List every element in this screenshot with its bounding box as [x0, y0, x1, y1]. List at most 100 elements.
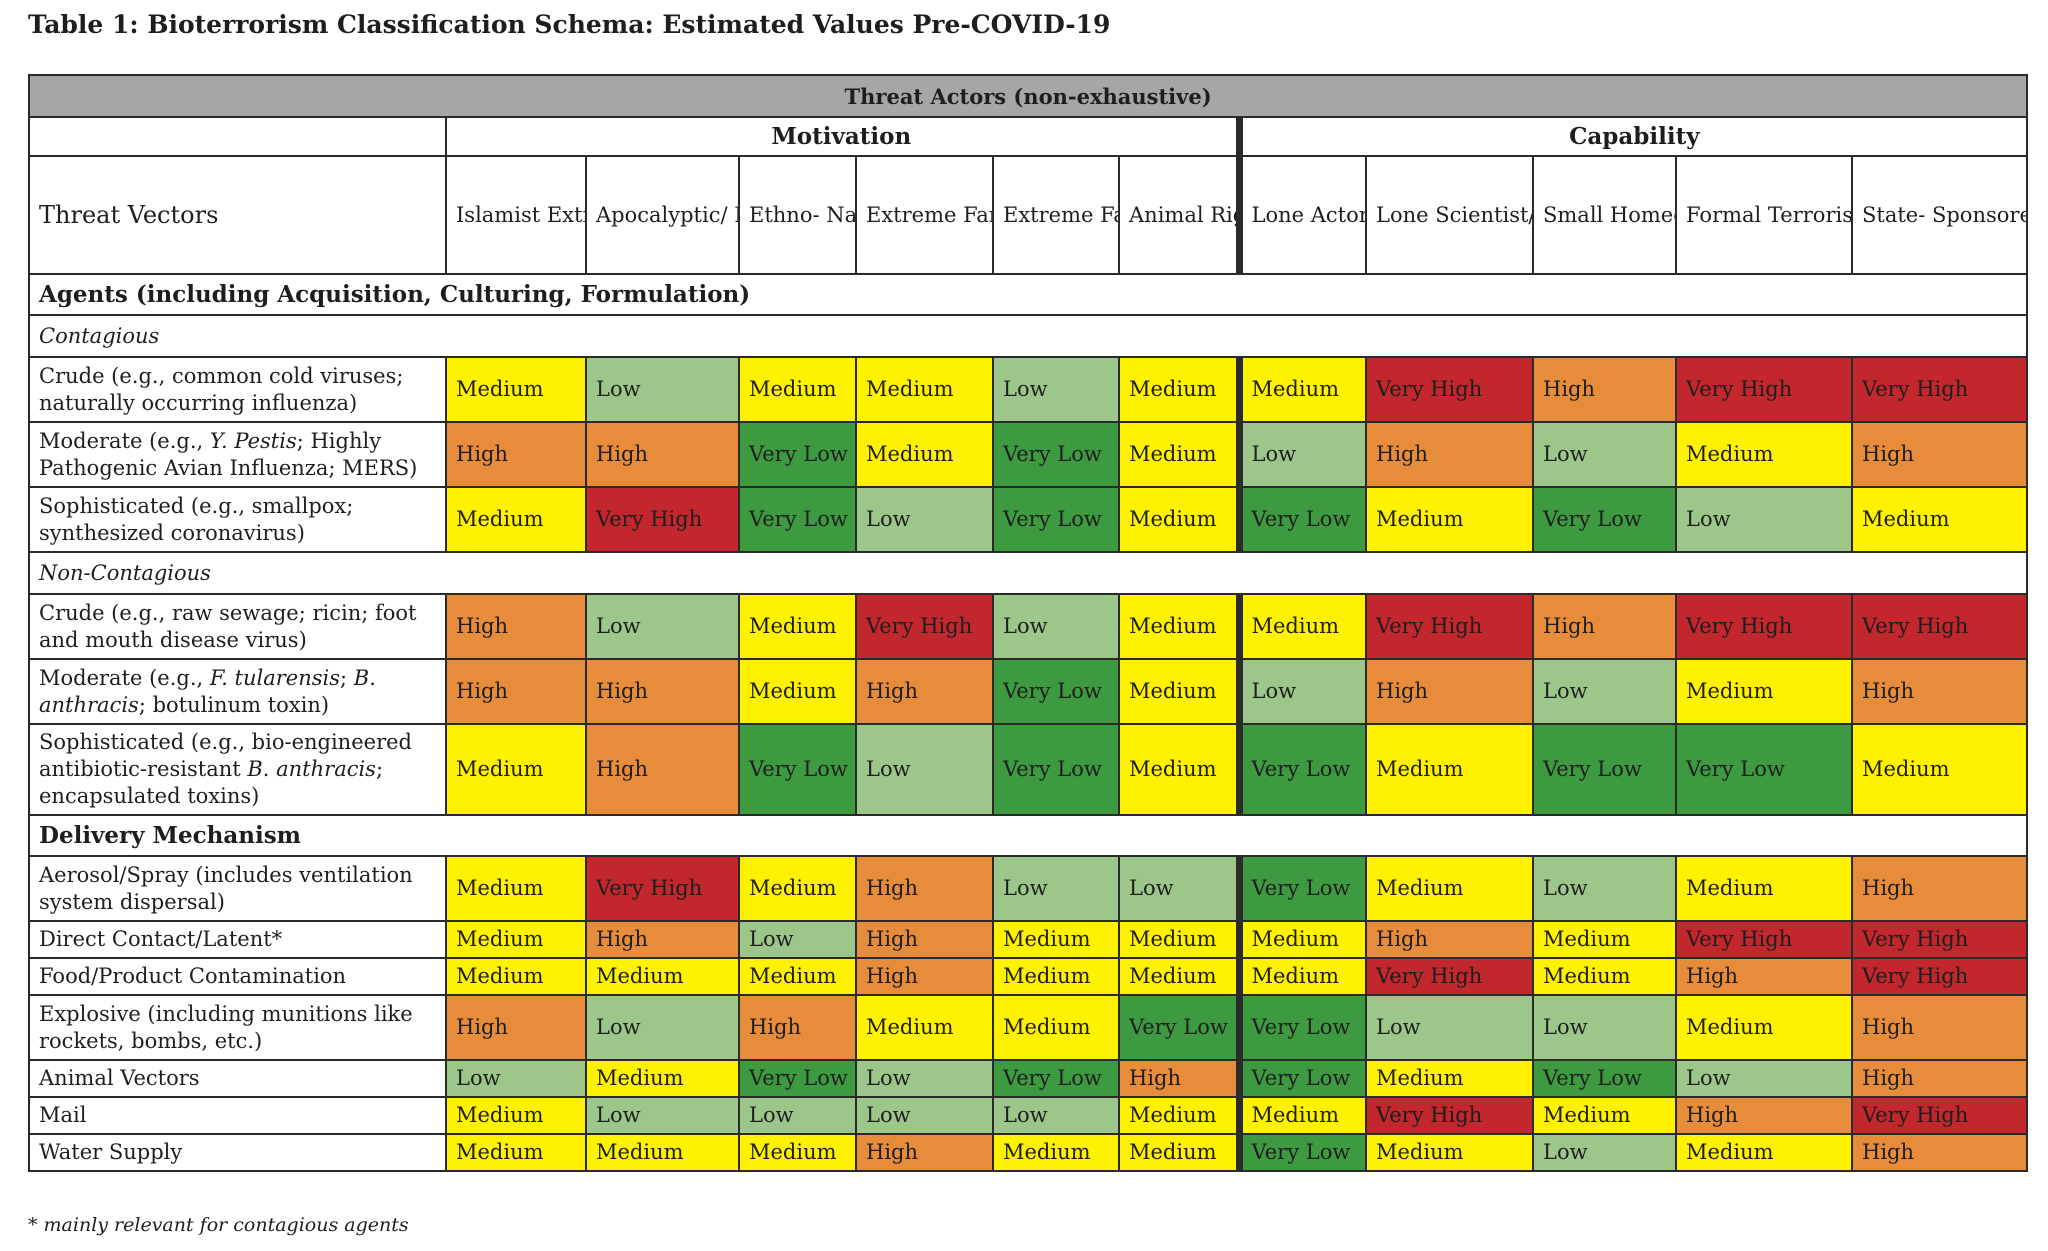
table-row: Direct Contact/Latent* Medium High Low High… — [28, 920, 2029, 959]
row-label: Mail — [28, 1096, 447, 1135]
rating-cell: Medium — [1235, 356, 1367, 423]
rating-cell: Medium — [445, 356, 587, 423]
rating-cell: High — [1675, 957, 1853, 996]
rating-cell: Medium — [445, 920, 587, 959]
rating-cell: Medium — [855, 421, 994, 488]
rating-cell: Very High — [1850, 920, 2029, 959]
row-label: Sophisticated (e.g., smallpox; synthesiz… — [28, 486, 447, 553]
rating-cell: Low — [738, 1096, 857, 1135]
rating-cell: Very Low — [1235, 486, 1367, 553]
rating-cell: Very High — [1365, 957, 1534, 996]
rating-cell: Medium — [1532, 920, 1677, 959]
rating-cell: Low — [1365, 994, 1534, 1061]
rating-cell: Medium — [1675, 1133, 1853, 1172]
row-label: Crude (e.g., raw sewage; ricin; foot and… — [28, 593, 447, 660]
rating-cell: High — [1365, 421, 1534, 488]
rating-cell: Very High — [585, 486, 740, 553]
rating-cell: Medium — [1235, 1096, 1367, 1135]
section-agents: Agents (including Acquisition, Culturing… — [27, 273, 2029, 316]
rating-cell: Low — [1675, 486, 1853, 553]
rating-cell: High — [855, 1133, 994, 1172]
rating-cell: Medium — [585, 1059, 740, 1098]
rating-cell: Low — [585, 593, 740, 660]
row-label: Aerosol/Spray (includes ventilation syst… — [28, 855, 447, 922]
rating-cell: High — [855, 855, 994, 922]
row-label: Water Supply — [28, 1133, 447, 1172]
rating-cell: High — [585, 421, 740, 488]
rating-cell: Medium — [1365, 486, 1534, 553]
rating-cell: Medium — [1118, 593, 1240, 660]
rating-cell: Low — [1532, 855, 1677, 922]
rating-cell: Very Low — [992, 486, 1120, 553]
rating-cell: High — [1850, 994, 2029, 1061]
rating-cell: High — [585, 920, 740, 959]
rating-cell: Very High — [1850, 957, 2029, 996]
rating-cell: Low — [855, 1059, 994, 1098]
rating-cell: Very Low — [992, 1059, 1120, 1098]
rating-cell: Medium — [1532, 1096, 1677, 1135]
rating-cell: Very Low — [992, 658, 1120, 725]
rating-cell: Very Low — [1235, 723, 1367, 816]
rating-cell: Low — [992, 1096, 1120, 1135]
column-header: Small Homegrown Cell — [1532, 155, 1677, 275]
rating-cell: High — [445, 658, 587, 725]
rating-cell: High — [1532, 356, 1677, 423]
table-row: Mail Medium Low Low Low Low Medium Medium Very … — [28, 1096, 2029, 1135]
rating-cell: Very High — [1365, 356, 1534, 423]
column-header: State- Sponsored Terrorist Organization — [1850, 155, 2029, 275]
classification-table: Threat Actors (non-exhaustive) Motivatio… — [27, 74, 2029, 1172]
row-label: Animal Vectors — [28, 1059, 447, 1098]
rating-cell: Medium — [1365, 1059, 1534, 1098]
rating-cell: Medium — [1675, 658, 1853, 725]
rating-cell: Low — [445, 1059, 587, 1098]
rating-cell: Medium — [1118, 356, 1240, 423]
subsection-noncontagious: Non-Contagious — [27, 551, 2029, 595]
rating-cell: Very High — [1675, 593, 1853, 660]
rating-cell: Very Low — [738, 421, 857, 488]
rating-cell: High — [1675, 1096, 1853, 1135]
rating-cell: High — [1850, 1133, 2029, 1172]
rating-cell: Very Low — [738, 486, 857, 553]
rating-cell: Very High — [1365, 593, 1534, 660]
rating-cell: Medium — [1365, 723, 1534, 816]
rating-cell: Very Low — [1235, 855, 1367, 922]
rating-cell: Medium — [992, 994, 1120, 1061]
rating-cell: Medium — [1235, 957, 1367, 996]
rating-cell: High — [445, 421, 587, 488]
column-header: Apocalyptic/ Millenarian Cult — [585, 155, 740, 275]
rating-cell: Low — [855, 1096, 994, 1135]
rating-cell: High — [855, 957, 994, 996]
subsection-contagious: Contagious — [27, 314, 2029, 358]
table-row: Food/Product Contamination Medium Medium M… — [28, 957, 2029, 996]
column-header: Lone Actor — [1235, 155, 1367, 275]
rating-cell: Low — [1235, 658, 1367, 725]
rating-cell: High — [1365, 658, 1534, 725]
column-header: Islamist Extremist (mostly Sunni) — [445, 155, 587, 275]
rating-cell: Low — [1118, 855, 1240, 922]
rating-cell: Medium — [1235, 593, 1367, 660]
rating-cell: High — [1850, 421, 2029, 488]
rating-cell: Medium — [738, 356, 857, 423]
rating-cell: Low — [1532, 1133, 1677, 1172]
column-header: Animal Rights/ Environ. — [1118, 155, 1240, 275]
rating-cell: Medium — [1118, 920, 1240, 959]
rating-cell: Very High — [585, 855, 740, 922]
table-row: Aerosol/Spray (includes ventilation syst… — [28, 855, 2029, 922]
rating-cell: High — [1850, 855, 2029, 922]
rating-cell: Very High — [1850, 356, 2029, 423]
rating-cell: High — [1118, 1059, 1240, 1098]
rating-cell: Very Low — [992, 421, 1120, 488]
rating-cell: Low — [992, 356, 1120, 423]
rating-cell: Medium — [1365, 855, 1534, 922]
row-label: Moderate (e.g., F. tularensis; B. anthra… — [28, 658, 447, 725]
rating-cell: Low — [992, 855, 1120, 922]
rating-cell: Low — [738, 920, 857, 959]
column-header: Formal Terrorist Organization — [1675, 155, 1853, 275]
column-header: Extreme Far-Right — [855, 155, 994, 275]
rating-cell: Low — [1235, 421, 1367, 488]
column-header: Extreme Far-Left — [992, 155, 1120, 275]
column-header: Lone Scientist/ Insider — [1365, 155, 1534, 275]
rating-cell: Medium — [1365, 1133, 1534, 1172]
rating-cell: Medium — [1118, 658, 1240, 725]
table-row: Crude (e.g., common cold viruses; natura… — [28, 356, 2029, 423]
